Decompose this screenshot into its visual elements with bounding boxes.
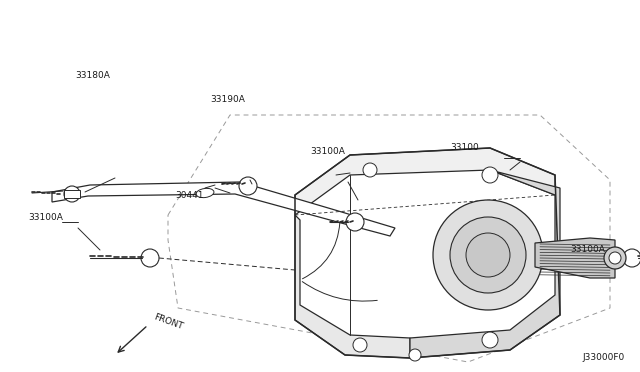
Circle shape [609, 252, 621, 264]
Circle shape [450, 217, 526, 293]
Circle shape [482, 332, 498, 348]
Text: FRONT: FRONT [152, 312, 184, 331]
Text: 33180A: 33180A [75, 71, 110, 80]
Polygon shape [295, 148, 555, 215]
Polygon shape [52, 182, 395, 236]
Circle shape [623, 249, 640, 267]
Text: 33100A: 33100A [570, 246, 605, 254]
Text: 33100: 33100 [450, 144, 479, 153]
Circle shape [482, 167, 498, 183]
Circle shape [141, 249, 159, 267]
Bar [64, 190, 80, 198]
Text: 30441: 30441 [175, 190, 204, 199]
Circle shape [64, 186, 80, 202]
Circle shape [466, 233, 510, 277]
Circle shape [239, 177, 257, 195]
Polygon shape [410, 170, 560, 358]
Ellipse shape [196, 188, 214, 198]
Text: 33100A: 33100A [310, 148, 345, 157]
Circle shape [604, 247, 626, 269]
Text: 33100A: 33100A [28, 214, 63, 222]
Circle shape [548, 248, 562, 262]
Polygon shape [535, 238, 615, 278]
Circle shape [346, 213, 364, 231]
Circle shape [409, 349, 421, 361]
Circle shape [433, 200, 543, 310]
Circle shape [353, 338, 367, 352]
Text: J33000F0: J33000F0 [583, 353, 625, 362]
Polygon shape [295, 215, 410, 358]
Text: 33190A: 33190A [210, 96, 245, 105]
Circle shape [363, 163, 377, 177]
